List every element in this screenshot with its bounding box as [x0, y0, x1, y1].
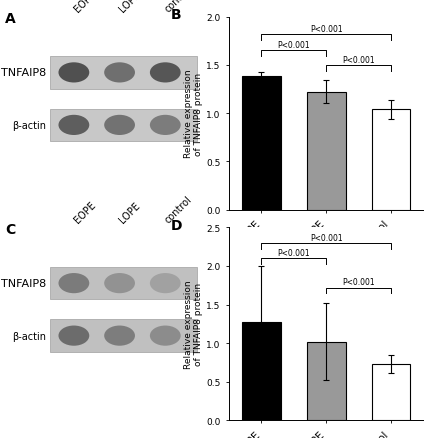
Text: TNFAIP8: TNFAIP8 — [1, 279, 46, 289]
Ellipse shape — [104, 63, 135, 83]
Y-axis label: Relative expression
of TNFAIP8 protein: Relative expression of TNFAIP8 protein — [184, 280, 203, 368]
Text: C: C — [5, 222, 16, 236]
Text: β-actin: β-actin — [12, 331, 46, 341]
Text: P<0.001: P<0.001 — [310, 25, 343, 34]
Ellipse shape — [150, 273, 181, 293]
Text: EOPE: EOPE — [72, 200, 97, 225]
Text: EOPE: EOPE — [72, 0, 97, 15]
Bar — [242, 322, 281, 420]
Text: LOPE: LOPE — [118, 0, 142, 15]
Ellipse shape — [150, 326, 181, 346]
Text: A: A — [5, 12, 16, 26]
Ellipse shape — [150, 116, 181, 136]
Ellipse shape — [58, 116, 89, 136]
Bar — [307, 342, 346, 420]
Text: P<0.001: P<0.001 — [277, 41, 310, 50]
Ellipse shape — [150, 63, 181, 83]
Text: control: control — [163, 194, 194, 225]
Text: β-actin: β-actin — [12, 120, 46, 131]
Bar — [242, 77, 281, 210]
Text: TNFAIP8: TNFAIP8 — [1, 68, 46, 78]
Bar — [372, 110, 410, 210]
Ellipse shape — [104, 326, 135, 346]
Text: P<0.001: P<0.001 — [342, 278, 375, 287]
Text: B: B — [171, 8, 181, 22]
FancyBboxPatch shape — [50, 110, 197, 142]
Ellipse shape — [104, 116, 135, 136]
Text: P<0.001: P<0.001 — [310, 233, 343, 242]
Text: control: control — [163, 0, 194, 15]
Text: LOPE: LOPE — [118, 201, 142, 225]
Text: P<0.001: P<0.001 — [342, 56, 375, 64]
Bar — [372, 364, 410, 420]
FancyBboxPatch shape — [50, 57, 197, 89]
Ellipse shape — [58, 63, 89, 83]
FancyBboxPatch shape — [50, 320, 197, 352]
FancyBboxPatch shape — [50, 267, 197, 300]
Ellipse shape — [58, 326, 89, 346]
Ellipse shape — [58, 273, 89, 293]
X-axis label: Placenta: Placenta — [299, 257, 353, 267]
Y-axis label: Relative expression
of TNFAIP8 protein: Relative expression of TNFAIP8 protein — [184, 70, 203, 158]
Text: D: D — [171, 218, 182, 232]
Bar — [307, 93, 346, 210]
Text: P<0.001: P<0.001 — [277, 248, 310, 258]
Ellipse shape — [104, 273, 135, 293]
